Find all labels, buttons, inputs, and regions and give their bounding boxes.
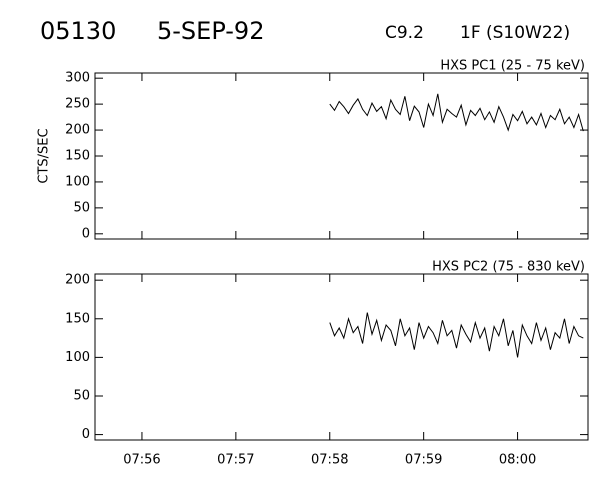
y-tick-label: 150: [65, 311, 90, 326]
x-tick-label: 07:58: [311, 453, 348, 468]
x-tick-label: 07:59: [405, 453, 442, 468]
panel-title: HXS PC2 (75 - 830 keV): [432, 260, 585, 275]
plot-frame: [94, 273, 589, 441]
plot-frame: [94, 72, 589, 240]
y-tick-label: 300: [65, 71, 90, 86]
y-tick-label: 250: [65, 97, 90, 112]
data-line: [329, 312, 584, 358]
x-tick-label: 07:57: [217, 453, 254, 468]
x-tick-label: 08:00: [499, 453, 536, 468]
panel-title: HXS PC1 (25 - 75 keV): [440, 59, 585, 74]
x-tick-label: 07:56: [123, 453, 160, 468]
event-date: 5-SEP-92: [157, 17, 264, 45]
y-tick-label: 0: [82, 427, 90, 442]
flare-class: C9.2: [385, 23, 424, 43]
y-tick-label: 200: [65, 273, 90, 288]
y-axis-label: CTS/SEC: [37, 128, 52, 183]
event-id: 05130: [40, 17, 116, 45]
y-tick-label: 100: [65, 174, 90, 189]
y-tick-label: 0: [82, 226, 90, 241]
y-tick-label: 150: [65, 149, 90, 164]
y-tick-label: 100: [65, 350, 90, 365]
y-tick-label: 50: [73, 200, 90, 215]
y-tick-label: 200: [65, 123, 90, 138]
data-line: [329, 93, 584, 132]
flare-location: 1F (S10W22): [460, 23, 570, 43]
y-tick-label: 50: [73, 388, 90, 403]
